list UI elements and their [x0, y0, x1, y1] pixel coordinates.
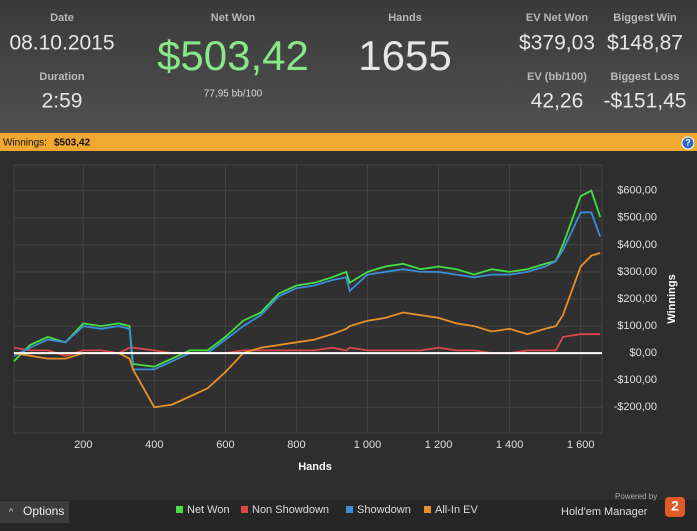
- brand-logo: [665, 497, 685, 517]
- stat-label: Duration: [39, 71, 85, 83]
- help-icon[interactable]: ?: [685, 137, 691, 147]
- plot: -$200,00 -$100,00 $0,00 $100,00 $200,00 $300,…: [13, 165, 657, 451]
- legend-swatch: [424, 506, 431, 513]
- winnings-label: Winnings:: [3, 138, 47, 149]
- stats-panel: [0, 0, 697, 133]
- stat-value: 08.10.2015: [9, 32, 114, 55]
- stat-value: $379,03: [519, 32, 595, 55]
- powered-by: Powered by: [615, 492, 657, 501]
- legend: Net Won Non Showdown Showdown All-In EV: [176, 504, 478, 516]
- y-axis-title: Winnings: [666, 274, 678, 323]
- options-arrow[interactable]: ^: [9, 506, 14, 516]
- x-axis-title: Hands: [298, 461, 332, 473]
- x-tick-label: 1 600: [567, 439, 595, 451]
- footer: [0, 500, 697, 531]
- brand: Hold'em Manager: [561, 506, 648, 518]
- brand-number: 2: [671, 498, 679, 514]
- legend-swatch: [346, 506, 353, 513]
- stat-label: Biggest Win: [613, 12, 677, 24]
- net-won-value: $503,42: [157, 32, 309, 79]
- options-button[interactable]: [0, 501, 69, 523]
- x-tick-label: 200: [74, 439, 92, 451]
- stat-label: Net Won: [211, 12, 256, 24]
- options-label[interactable]: Options: [23, 504, 64, 518]
- stat-label: EV (bb/100): [527, 71, 587, 83]
- help-button[interactable]: [681, 136, 695, 150]
- stat-label: Date: [50, 12, 74, 24]
- stat-value: -$151,45: [604, 90, 687, 113]
- winnings-value: $503,42: [54, 138, 91, 149]
- stat-label: Hands: [388, 12, 422, 24]
- series-line: [13, 189, 602, 368]
- x-tick-label: 600: [216, 439, 234, 451]
- x-tick-label: 400: [145, 439, 163, 451]
- y-tick-label: $600,00: [617, 185, 657, 197]
- y-tick-label: -$100,00: [614, 374, 657, 386]
- x-tick-label: 1 400: [496, 439, 524, 451]
- y-tick-label: $500,00: [617, 212, 657, 224]
- hands-value: 1655: [358, 32, 451, 79]
- x-tick-label: 1 000: [354, 439, 382, 451]
- bb-per-100: 77,95 bb/100: [204, 89, 263, 100]
- stat-value: 2:59: [42, 90, 83, 113]
- y-tick-label: -$200,00: [614, 401, 657, 413]
- y-tick-label: $100,00: [617, 320, 657, 332]
- stat-label: Biggest Loss: [610, 71, 679, 83]
- legend-label: All-In EV: [435, 504, 478, 516]
- stat-value: 42,26: [531, 90, 584, 113]
- x-tick-label: 800: [287, 439, 305, 451]
- y-tick-label: $0,00: [629, 347, 657, 359]
- stat-value: $148,87: [607, 32, 683, 55]
- y-tick-label: $300,00: [617, 266, 657, 278]
- legend-label: Showdown: [357, 504, 411, 516]
- stat-label: EV Net Won: [526, 12, 588, 24]
- legend-label: Net Won: [187, 504, 230, 516]
- y-tick-label: $400,00: [617, 239, 657, 251]
- y-tick-label: $200,00: [617, 293, 657, 305]
- series-line: [13, 211, 602, 371]
- legend-label: Non Showdown: [252, 504, 329, 516]
- x-tick-label: 1 200: [425, 439, 453, 451]
- winnings-bar: [0, 133, 697, 151]
- legend-swatch: [241, 506, 248, 513]
- legend-swatch: [176, 506, 183, 513]
